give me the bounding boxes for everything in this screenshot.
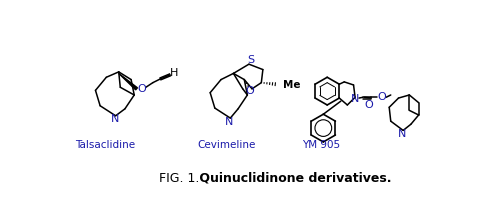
Text: N: N <box>110 114 119 124</box>
Text: N: N <box>351 94 359 104</box>
Text: ·: · <box>244 77 248 91</box>
Polygon shape <box>119 73 137 90</box>
Text: N: N <box>224 117 233 127</box>
Text: ·: · <box>245 80 249 94</box>
Text: S: S <box>247 55 254 65</box>
Text: O: O <box>365 100 374 110</box>
Text: H: H <box>169 68 178 78</box>
Text: O: O <box>137 84 146 94</box>
Text: FIG. 1.: FIG. 1. <box>159 172 199 185</box>
Text: Talsaclidine: Talsaclidine <box>75 140 136 150</box>
Text: Me: Me <box>283 80 300 90</box>
Text: O: O <box>246 86 254 96</box>
Text: Quinuclidinone derivatives.: Quinuclidinone derivatives. <box>194 172 391 185</box>
Text: N: N <box>398 129 407 139</box>
Text: Cevimeline: Cevimeline <box>197 140 255 150</box>
Text: O: O <box>377 92 386 101</box>
Text: YM 905: YM 905 <box>301 140 340 150</box>
